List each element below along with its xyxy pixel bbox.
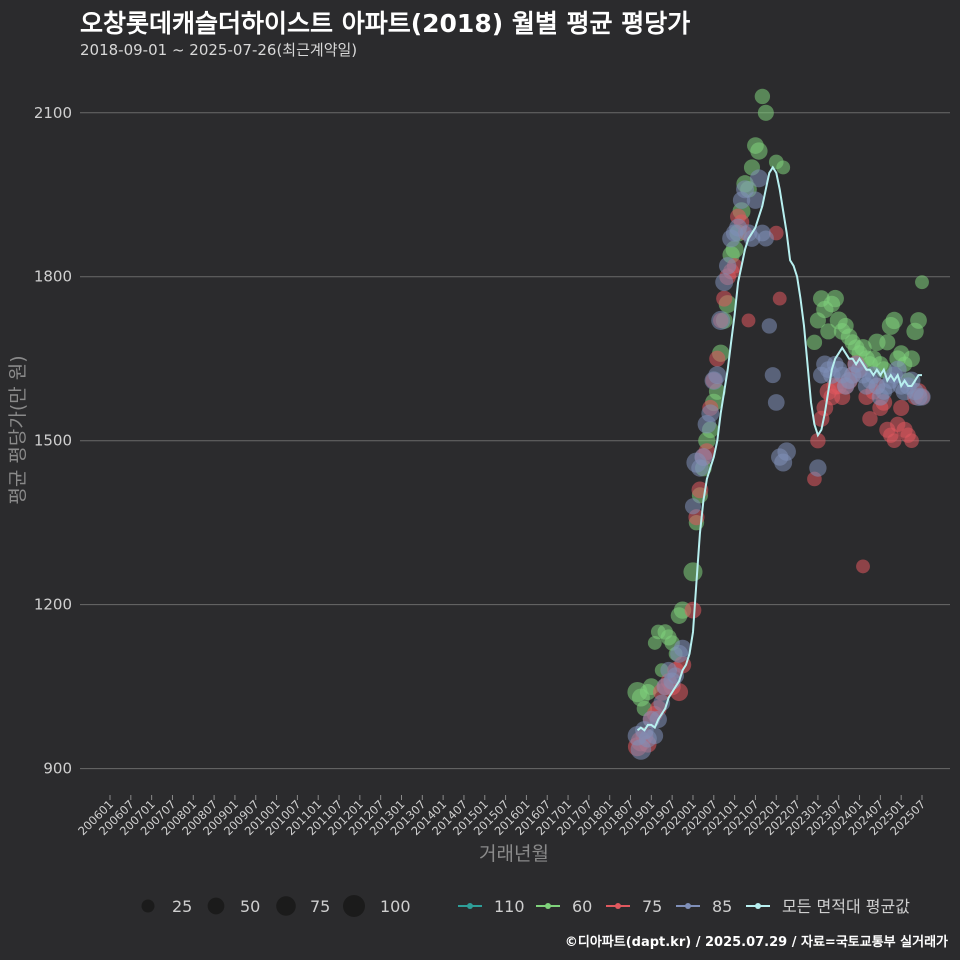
data-points xyxy=(627,88,931,760)
point-75-202501 xyxy=(893,399,910,416)
point-60-202212 xyxy=(806,334,823,351)
point-60-202306 xyxy=(826,289,844,308)
point-75-202202 xyxy=(772,291,787,306)
y-axis-ticks: 900 1200 1500 1800 2100 xyxy=(34,104,72,778)
legend-label-avg: 모든 면적대 평균값 xyxy=(782,897,910,916)
legend: 25 50 75 100 110 60 75 85 모든 면적대 평균값 xyxy=(141,895,910,917)
point-60-201902 xyxy=(647,635,662,650)
point-60-202411 xyxy=(885,311,903,330)
point-85-202112 xyxy=(764,367,781,384)
legend-label-110: 110 xyxy=(494,897,525,916)
point-85-201902 xyxy=(646,727,664,745)
point-85-202111 xyxy=(761,318,778,334)
legend-size-50 xyxy=(207,897,225,915)
legend-dot-75 xyxy=(615,903,621,909)
point-75-202001 xyxy=(684,601,702,619)
chart-subtitle: 2018-09-01 ~ 2025-07-26(최근계약일) xyxy=(80,41,358,59)
point-85-202204 xyxy=(777,442,796,461)
point-75-202411 xyxy=(886,433,902,449)
y-axis-label: 평균 평당가(만 원) xyxy=(7,355,29,504)
legend-dot-85 xyxy=(685,903,691,909)
point-60-202109 xyxy=(754,88,771,105)
point-60-202108 xyxy=(750,142,768,160)
point-85-202009 xyxy=(711,310,731,330)
point-75-202010 xyxy=(716,290,733,307)
legend-label-60: 60 xyxy=(572,897,592,916)
y-tick-label-1200: 1200 xyxy=(34,596,72,614)
point-85-201910 xyxy=(673,639,692,658)
point-60-202304 xyxy=(820,323,837,340)
point-75-202008 xyxy=(709,350,726,367)
point-85-202011 xyxy=(719,257,737,275)
point-85-202010 xyxy=(715,273,734,292)
x-axis-ticks: 2006012006072007012007072008012008072009… xyxy=(75,795,928,838)
point-60-202110 xyxy=(757,104,774,121)
point-85-202006 xyxy=(701,404,720,423)
point-85-202108 xyxy=(749,169,768,188)
point-60-202409 xyxy=(879,334,896,351)
y-tick-label-1500: 1500 xyxy=(34,432,72,450)
point-85-202107 xyxy=(746,191,765,209)
point-60-202507 xyxy=(915,275,929,290)
grid-lines xyxy=(80,112,950,770)
legend-size-75 xyxy=(276,896,296,916)
point-60-202203 xyxy=(776,160,791,175)
legend-size-25 xyxy=(141,899,155,913)
legend-dot-avg xyxy=(755,903,761,909)
legend-label-85: 85 xyxy=(712,897,732,916)
legend-dot-110 xyxy=(467,903,473,909)
point-75-202504 xyxy=(904,433,919,449)
point-85-202104 xyxy=(736,180,754,199)
point-75-202402 xyxy=(856,559,870,574)
y-tick-label-2100: 2100 xyxy=(34,104,72,122)
legend-size-100 xyxy=(343,895,365,917)
point-85-202201 xyxy=(767,394,785,411)
legend-dot-60 xyxy=(545,903,551,909)
y-tick-label-900: 900 xyxy=(43,760,72,778)
point-75-202404 xyxy=(862,411,878,427)
average-line-path xyxy=(636,165,922,732)
point-85-202008 xyxy=(708,366,727,385)
point-85-202507 xyxy=(913,388,931,406)
y-tick-label-1800: 1800 xyxy=(34,268,72,286)
x-axis-label: 거래년월 xyxy=(479,843,549,865)
legend-size-label-75: 75 xyxy=(310,897,330,916)
legend-size-label-100: 100 xyxy=(380,897,411,916)
point-75-202301 xyxy=(810,433,826,449)
point-60-202504 xyxy=(903,350,920,368)
point-85-202001 xyxy=(684,498,702,515)
point-85-202412 xyxy=(888,360,907,379)
legend-size-label-25: 25 xyxy=(172,897,192,916)
point-85-202301 xyxy=(809,459,827,477)
point-85-202110 xyxy=(757,230,774,247)
point-75-202105 xyxy=(741,313,756,328)
legend-label-75: 75 xyxy=(642,897,662,916)
point-60-202506 xyxy=(910,312,927,329)
chart-title: 오창롯데캐슬더하이스트 아파트(2018) 월별 평균 평당가 xyxy=(80,9,691,38)
point-60-202001 xyxy=(683,562,703,582)
point-85-202004 xyxy=(694,448,713,467)
average-line xyxy=(636,165,922,732)
legend-size-label-50: 50 xyxy=(240,897,260,916)
footer-credit: ©디아파트(dapt.kr) / 2025.07.29 / 자료=국토교통부 실… xyxy=(564,935,948,950)
